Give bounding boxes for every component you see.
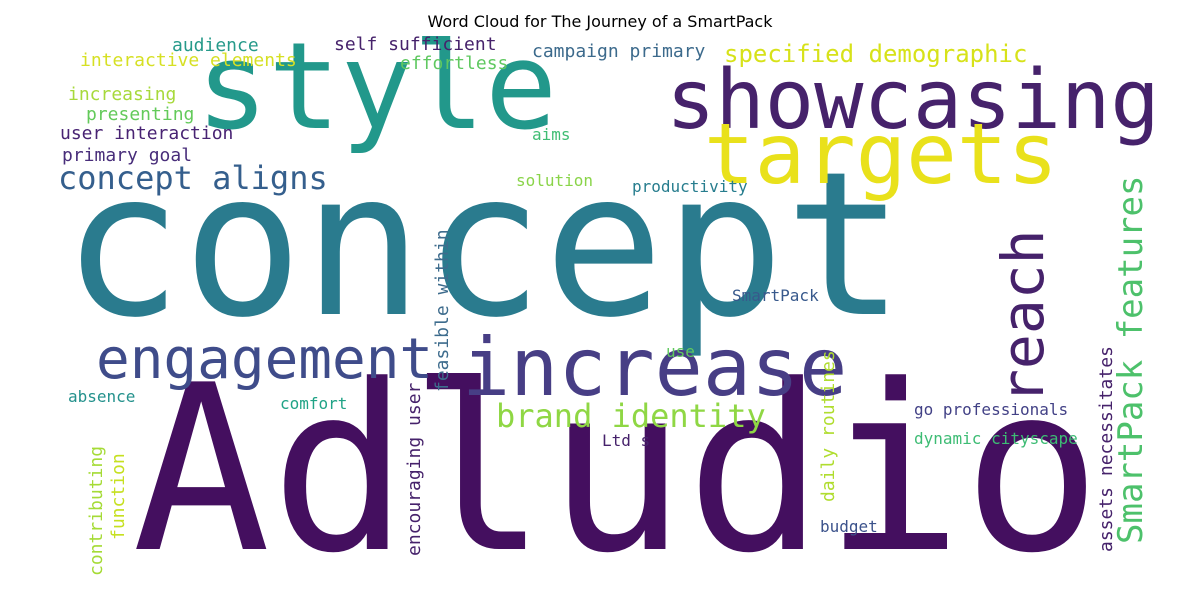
- word-targets: targets: [704, 105, 1059, 203]
- word-daily-routines: daily routines: [818, 350, 839, 502]
- word-absence: absence: [68, 387, 136, 406]
- word-go-professionals: go professionals: [914, 400, 1069, 419]
- word-ltd-s: Ltd s: [602, 431, 651, 450]
- chart-title: Word Cloud for The Journey of a SmartPac…: [427, 12, 773, 31]
- word-productivity: productivity: [632, 177, 748, 196]
- word-primary-goal: primary goal: [62, 145, 193, 166]
- word-dynamic-cityscape: dynamic cityscape: [914, 429, 1078, 448]
- word-concept-aligns: concept aligns: [58, 159, 328, 197]
- word-reach: reach: [989, 229, 1057, 404]
- word-effortless: effortless: [400, 53, 509, 74]
- word-encouraging-user: encouraging user: [404, 382, 425, 556]
- word-brand-identity: brand identity: [496, 397, 766, 435]
- word-comfort: comfort: [280, 394, 348, 413]
- word-smartpack-features: SmartPack features: [1111, 175, 1151, 544]
- word-use: use: [666, 342, 695, 361]
- word-assets-necessitates: assets necessitates: [1096, 346, 1117, 552]
- word-audience: audience: [172, 35, 259, 56]
- word-user-interaction: user interaction: [60, 123, 234, 144]
- word-specified-demographic: specified demographic: [724, 40, 1028, 68]
- word-increasing: increasing: [68, 84, 177, 105]
- word-solution: solution: [516, 171, 594, 190]
- word-engagement: engagement: [96, 327, 434, 392]
- word-aims: aims: [532, 125, 571, 144]
- word-adludio: Adludio: [132, 337, 1102, 604]
- word-function: function: [108, 453, 129, 540]
- word-increase: increase: [462, 321, 848, 414]
- word-concept: concept: [62, 129, 905, 362]
- word-presenting: presenting: [86, 104, 195, 125]
- word-style: style: [196, 18, 558, 157]
- word-campaign-primary: campaign primary: [532, 41, 706, 62]
- word-cloud: concept Adludio style showcasing targets…: [34, 28, 1164, 604]
- word-budget: budget: [820, 517, 878, 536]
- word-smartpack: SmartPack: [732, 286, 819, 305]
- word-interactive-elements: interactive elements: [80, 50, 297, 71]
- word-feasible-within: feasible within: [432, 229, 453, 392]
- word-contributing: contributing: [86, 445, 107, 576]
- word-self-sufficient: self sufficient: [334, 34, 497, 55]
- word-showcasing: showcasing: [666, 53, 1160, 148]
